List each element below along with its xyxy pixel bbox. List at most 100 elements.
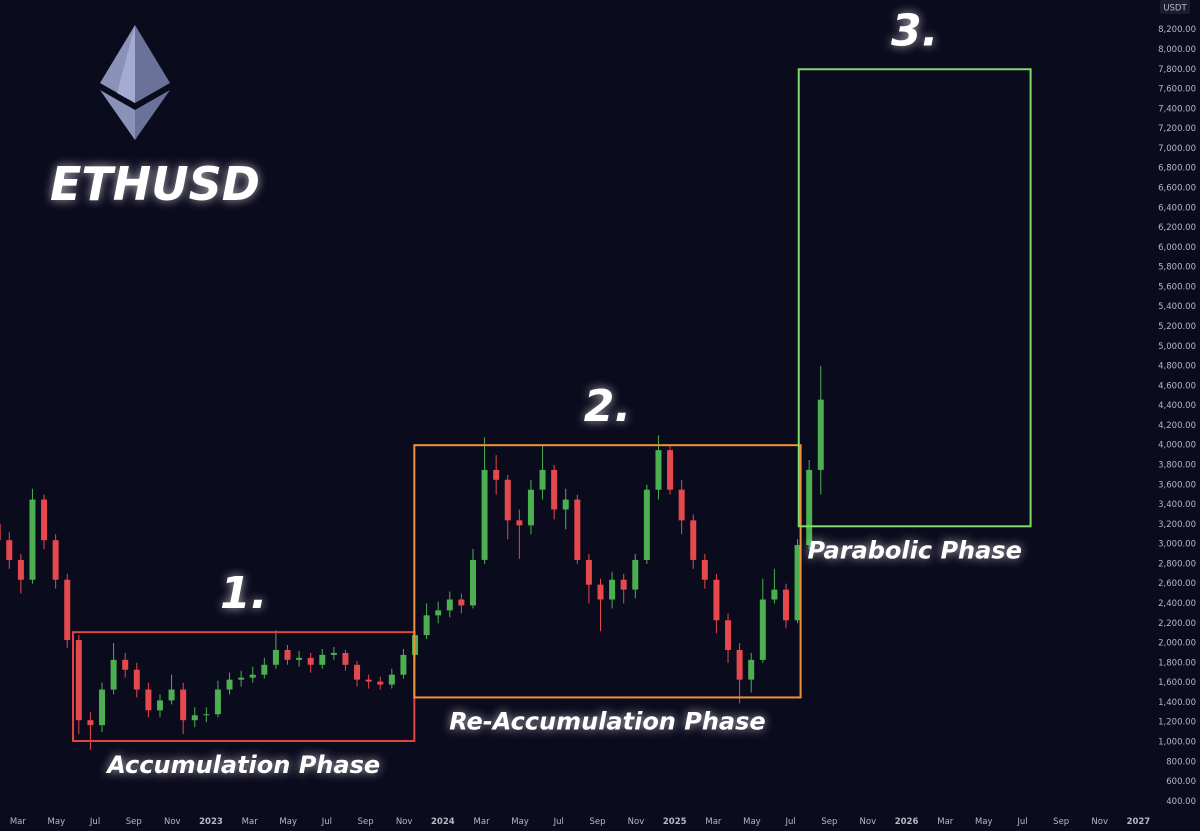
axes: 400.00 600.00 800.00 1,000.00 1,200.00 1,400.… (10, 25, 1196, 827)
candle-body (17, 559, 24, 580)
x-tick-label: Nov (1091, 817, 1108, 827)
candle-body (354, 664, 361, 680)
y-tick-label: 5,600.00 (1158, 282, 1196, 292)
candle-body (609, 579, 616, 600)
y-tick-label: 7,600.00 (1158, 85, 1196, 95)
candle-body (388, 674, 395, 685)
x-tick-label: Mar (937, 817, 954, 827)
candle-body (122, 659, 129, 670)
candle-body (180, 689, 187, 721)
x-tick-label: May (48, 817, 66, 827)
x-tick-label: Nov (164, 817, 181, 827)
candle-body (214, 689, 221, 715)
y-tick-label: 7,400.00 (1158, 104, 1196, 114)
y-tick-label: 8,000.00 (1158, 45, 1196, 55)
candle-body (667, 450, 674, 490)
y-tick-label: 4,800.00 (1158, 362, 1196, 372)
candle-body (643, 489, 650, 560)
candle-body (713, 579, 720, 621)
candle-body (493, 469, 500, 480)
phase-caption: Accumulation Phase (105, 751, 380, 779)
candle-body (365, 679, 372, 682)
y-tick-label: 1,400.00 (1158, 698, 1196, 708)
candle-body (238, 677, 245, 680)
phase-number: 2. (584, 381, 631, 432)
x-tick-label: Mar (242, 817, 259, 827)
x-tick-label: 2026 (895, 817, 919, 827)
x-tick-label: Sep (358, 817, 374, 827)
candle-body (284, 649, 291, 660)
candle-body (168, 689, 175, 701)
candle-body (655, 450, 662, 490)
x-tick-label: May (279, 817, 297, 827)
x-tick-label: Mar (705, 817, 722, 827)
y-tick-label: 2,800.00 (1158, 559, 1196, 569)
candle-body (64, 579, 71, 641)
candle-body (0, 524, 1, 541)
unit-badge (1160, 0, 1190, 14)
candle-body (632, 559, 639, 590)
candle-body (99, 689, 106, 726)
y-tick-label: 6,400.00 (1158, 203, 1196, 213)
candle-body (574, 499, 581, 560)
x-tick-label: May (975, 817, 993, 827)
x-tick-label: Nov (396, 817, 413, 827)
plot-area (0, 366, 824, 750)
x-tick-label: Sep (589, 817, 605, 827)
candle-body (41, 499, 48, 541)
candle-body (597, 584, 604, 600)
x-tick-label: Jul (321, 817, 332, 827)
candle-body (551, 469, 558, 510)
candle-body (446, 599, 453, 611)
y-tick-label: 400.00 (1166, 797, 1196, 807)
candle-body (377, 681, 384, 685)
candle-body (296, 657, 303, 660)
candle-body (585, 559, 592, 585)
candle-body (6, 540, 13, 560)
eth-logo (100, 25, 170, 140)
candle-body (319, 654, 326, 665)
y-tick-label: 6,800.00 (1158, 164, 1196, 174)
candle-body (771, 589, 778, 600)
candle-body (133, 669, 140, 690)
candle-body (620, 579, 627, 590)
candle-body (504, 479, 511, 521)
candle-body (539, 469, 546, 490)
candle-body (817, 399, 824, 470)
candle-body (748, 659, 755, 680)
x-tick-label: Sep (1053, 817, 1069, 827)
y-tick-label: 2,600.00 (1158, 579, 1196, 589)
candle-body (562, 499, 569, 510)
x-tick-label: Sep (821, 817, 837, 827)
y-tick-label: 6,600.00 (1158, 183, 1196, 193)
candle-body (458, 599, 465, 606)
y-tick-label: 8,200.00 (1158, 25, 1196, 35)
candle-body (481, 469, 488, 560)
y-tick-label: 5,800.00 (1158, 263, 1196, 273)
x-tick-label: 2023 (199, 817, 223, 827)
candle-body (516, 520, 523, 526)
phase-number: 3. (891, 5, 938, 56)
candle-body (191, 715, 198, 721)
x-tick-label: 2027 (1127, 817, 1151, 827)
x-tick-label: 2024 (431, 817, 455, 827)
y-tick-label: 4,200.00 (1158, 421, 1196, 431)
candle-body (87, 720, 94, 726)
candle-body (203, 714, 210, 716)
chart-title: ETHUSD (50, 157, 260, 211)
candle-body (156, 700, 163, 711)
y-tick-label: 800.00 (1166, 757, 1196, 767)
x-tick-label: Nov (860, 817, 877, 827)
annotations: 1. Accumulation Phase 2. Re-Accumulation Ph… (72, 5, 1032, 779)
candle-body (701, 559, 708, 580)
y-tick-label: 5,400.00 (1158, 302, 1196, 312)
candle-body (759, 599, 766, 660)
candle-body (736, 649, 743, 680)
y-tick-label: 1,800.00 (1158, 658, 1196, 668)
candle-body (469, 559, 476, 606)
candle-body (806, 469, 813, 546)
phase-number: 1. (220, 568, 267, 619)
candle-body (527, 489, 534, 526)
y-tick-label: 3,200.00 (1158, 520, 1196, 530)
